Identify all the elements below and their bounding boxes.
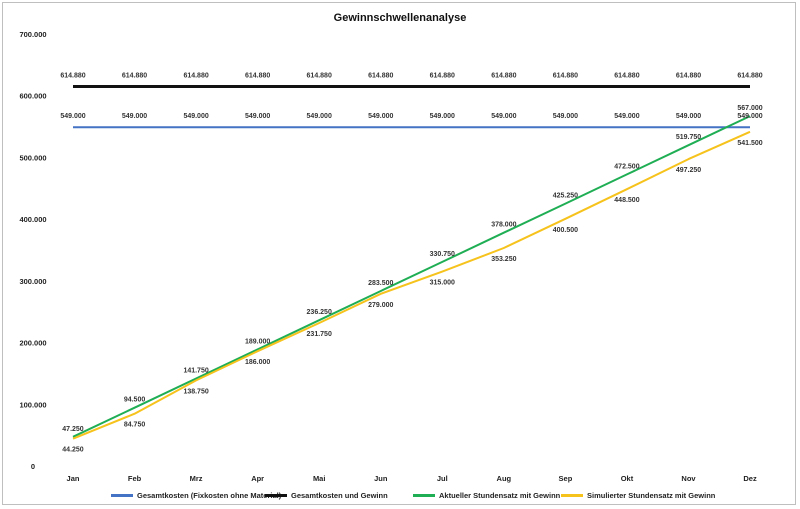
legend-label: Aktueller Stundensatz mit Gewinn <box>439 491 561 500</box>
data-label: 44.250 <box>62 447 84 454</box>
data-label: 549.000 <box>60 113 85 120</box>
legend-swatch <box>561 494 583 497</box>
line-chart: 0 100.000 200.000 300.000 400.000 500.000 600.… <box>19 30 762 483</box>
data-label: 94.500 <box>124 397 146 404</box>
data-label: 549.000 <box>491 113 516 120</box>
data-label: 283.500 <box>368 280 393 287</box>
data-label: 47.250 <box>62 426 84 433</box>
data-label: 189.000 <box>245 338 270 345</box>
data-label: 549.000 <box>737 113 762 120</box>
y-tick-label: 400.000 <box>19 215 46 224</box>
legend-swatch <box>111 494 133 497</box>
y-tick-label: 0 <box>31 462 35 471</box>
legend-item: Simulierter Stundensatz mit Gewinn <box>561 491 715 500</box>
data-label: 549.000 <box>307 113 332 120</box>
x-tick-label: Sep <box>559 474 573 483</box>
series-line-4 <box>72 130 751 440</box>
data-label: 279.000 <box>368 302 393 309</box>
y-tick-label: 300.000 <box>19 277 46 286</box>
y-tick-label: 200.000 <box>19 339 46 348</box>
y-tick-label: 600.000 <box>19 92 46 101</box>
data-label: 614.880 <box>368 73 393 80</box>
data-label: 549.000 <box>183 113 208 120</box>
data-label: 549.000 <box>122 113 147 120</box>
x-tick-label: Jul <box>437 474 448 483</box>
data-label: 549.000 <box>430 113 455 120</box>
x-tick-label: Mai <box>313 474 326 483</box>
data-label: 614.880 <box>737 73 762 80</box>
data-label: 549.000 <box>676 113 701 120</box>
data-label: 472.500 <box>614 163 639 170</box>
x-tick-label: Apr <box>251 474 264 483</box>
data-label: 84.750 <box>124 422 146 429</box>
data-label: 138.750 <box>183 388 208 395</box>
data-label: 614.880 <box>676 73 701 80</box>
legend-label: Simulierter Stundensatz mit Gewinn <box>587 491 716 500</box>
data-label: 378.000 <box>491 222 516 229</box>
x-tick-label: Aug <box>497 474 512 483</box>
data-label: 549.000 <box>553 113 578 120</box>
data-label: 614.880 <box>245 73 270 80</box>
legend-item: Gesamtkosten (Fixkosten ohne Material) <box>111 491 281 500</box>
x-tick-label: Mrz <box>190 474 203 483</box>
data-label: 614.880 <box>307 73 332 80</box>
data-label: 549.000 <box>614 113 639 120</box>
data-label: 614.880 <box>491 73 516 80</box>
data-label: 141.750 <box>183 368 208 375</box>
legend-item: Aktueller Stundensatz mit Gewinn <box>413 491 560 500</box>
series-line-3 <box>72 115 751 438</box>
data-label: 448.500 <box>614 197 639 204</box>
legend-label: Gesamtkosten und Gewinn <box>291 491 388 500</box>
x-tick-label: Nov <box>681 474 696 483</box>
x-tick-label: Okt <box>621 474 634 483</box>
data-label: 549.000 <box>245 113 270 120</box>
data-label: 231.750 <box>307 331 332 338</box>
x-tick-label: Jun <box>374 474 388 483</box>
data-label: 614.880 <box>553 73 578 80</box>
data-label: 400.500 <box>553 227 578 234</box>
data-label: 567.000 <box>737 105 762 112</box>
data-label: 614.880 <box>183 73 208 80</box>
data-label: 614.880 <box>614 73 639 80</box>
data-label: 549.000 <box>368 113 393 120</box>
y-tick-label: 500.000 <box>19 153 46 162</box>
data-label: 186.000 <box>245 359 270 366</box>
data-label: 614.880 <box>60 73 85 80</box>
data-label: 519.750 <box>676 134 701 141</box>
legend-item: Gesamtkosten und Gewinn <box>265 491 388 500</box>
data-label: 614.880 <box>430 73 455 80</box>
data-label: 236.250 <box>307 309 332 316</box>
legend-swatch <box>265 494 287 497</box>
x-tick-label: Dez <box>743 474 757 483</box>
x-tick-label: Feb <box>128 474 142 483</box>
data-label: 541.500 <box>737 140 762 147</box>
data-label: 330.750 <box>430 251 455 258</box>
y-tick-label: 100.000 <box>19 400 46 409</box>
x-tick-label: Jan <box>67 474 80 483</box>
chart-legend: Gesamtkosten (Fixkosten ohne Material) Ge… <box>3 491 797 505</box>
data-label: 315.000 <box>430 280 455 287</box>
data-label: 425.250 <box>553 193 578 200</box>
data-label: 614.880 <box>122 73 147 80</box>
y-tick-label: 700.000 <box>19 30 46 39</box>
legend-swatch <box>413 494 435 497</box>
data-label: 353.250 <box>491 256 516 263</box>
legend-label: Gesamtkosten (Fixkosten ohne Material) <box>137 491 282 500</box>
data-label: 497.250 <box>676 167 701 174</box>
chart-title: Gewinnschwellenanalyse <box>333 12 467 24</box>
